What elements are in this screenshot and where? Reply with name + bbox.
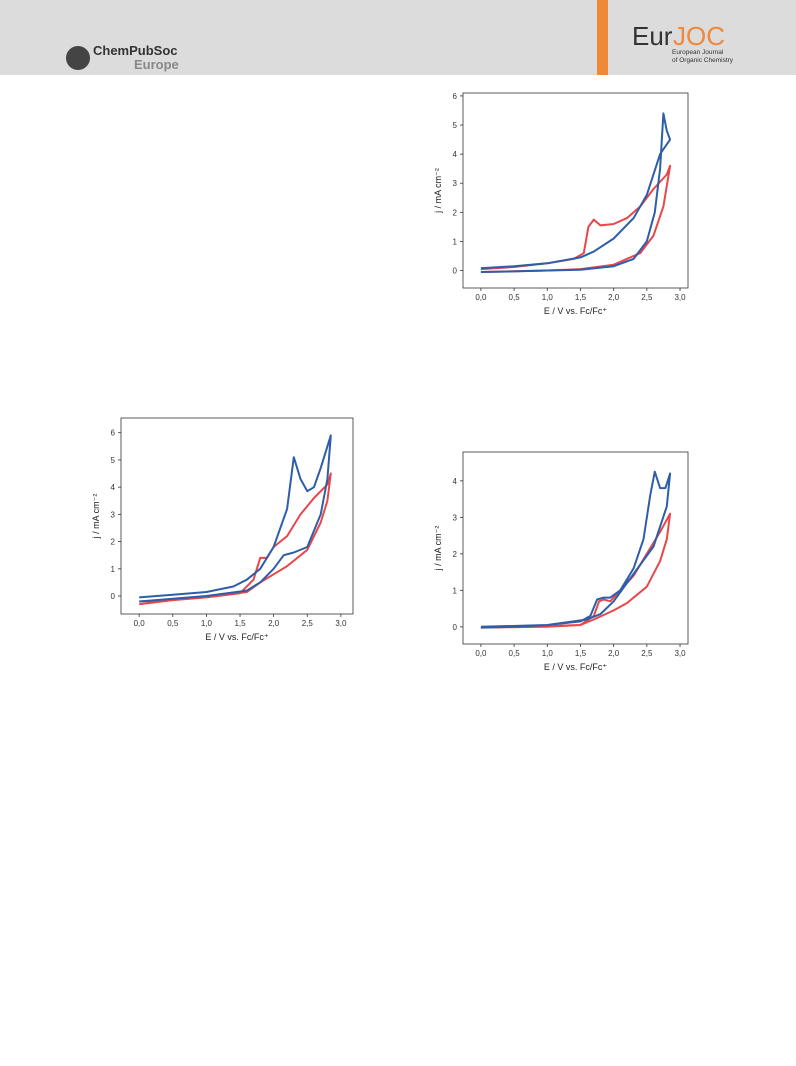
plot-frame	[120, 417, 354, 615]
y-tick-label: 3	[111, 510, 116, 519]
y-tick-label: 4	[453, 150, 458, 159]
header-band	[0, 0, 796, 75]
journal-line: European Journal	[672, 49, 724, 56]
plot-frame	[462, 451, 689, 645]
y-tick-label: 6	[453, 92, 458, 101]
y-tick-label: 5	[111, 456, 116, 465]
x-tick-label: 0,0	[134, 619, 146, 628]
y-tick-label: 6	[111, 429, 116, 438]
x-tick-label: 2,5	[641, 649, 653, 658]
y-tick-label: 0	[111, 592, 116, 601]
y-axis-label: j / mA cm⁻²	[91, 494, 101, 540]
x-tick-label: 1,0	[542, 293, 554, 302]
x-tick-label: 1,5	[575, 649, 587, 658]
journal-line: of Organic Chemistry	[672, 57, 734, 64]
y-tick-label: 4	[111, 483, 116, 492]
x-axis-label: E / V vs. Fc/Fc⁺	[544, 662, 608, 672]
x-tick-label: 1,0	[201, 619, 213, 628]
y-tick-label: 2	[453, 208, 458, 217]
y-tick-label: 4	[453, 477, 458, 486]
cv-curve	[480, 112, 672, 273]
y-tick-label: 3	[453, 513, 458, 522]
y-axis-label: j / mA cm⁻²	[433, 526, 443, 572]
x-tick-label: 2,5	[641, 293, 653, 302]
journal-eur: Eur	[632, 21, 673, 51]
x-axis-label: E / V vs. Fc/Fc⁺	[205, 632, 269, 642]
y-tick-label: 2	[111, 538, 116, 547]
cv-curve	[139, 434, 332, 603]
x-tick-label: 0,0	[475, 293, 487, 302]
publisher-region: Europe	[134, 57, 179, 72]
x-tick-label: 1,0	[542, 649, 554, 658]
x-tick-label: 0,5	[509, 649, 521, 658]
cv-curve	[480, 512, 672, 629]
y-tick-label: 1	[453, 237, 458, 246]
x-tick-label: 3,0	[674, 293, 686, 302]
x-axis-label: E / V vs. Fc/Fc⁺	[544, 306, 608, 316]
publisher-name: ChemPubSoc	[93, 43, 178, 58]
y-tick-label: 5	[453, 121, 458, 130]
x-tick-label: 2,0	[268, 619, 280, 628]
x-tick-label: 0,0	[475, 649, 487, 658]
plot-frame	[462, 92, 689, 289]
x-tick-label: 3,0	[674, 649, 686, 658]
y-tick-label: 0	[453, 267, 458, 276]
publisher-logo	[66, 46, 90, 70]
x-tick-label: 2,0	[608, 649, 620, 658]
x-tick-label: 1,5	[234, 619, 246, 628]
journal-joc: JOC	[673, 21, 725, 51]
y-tick-label: 0	[453, 623, 458, 632]
x-tick-label: 2,5	[302, 619, 314, 628]
x-tick-label: 0,5	[167, 619, 179, 628]
y-tick-label: 1	[453, 586, 458, 595]
cv-curve	[480, 470, 672, 629]
x-tick-label: 1,5	[575, 293, 587, 302]
x-tick-label: 0,5	[509, 293, 521, 302]
orange-bar	[597, 0, 608, 75]
y-tick-label: 1	[111, 565, 116, 574]
cv-curve	[480, 164, 672, 273]
y-tick-label: 2	[453, 550, 458, 559]
x-tick-label: 3,0	[335, 619, 347, 628]
y-axis-label: j / mA cm⁻²	[433, 168, 443, 214]
y-tick-label: 3	[453, 179, 458, 188]
x-tick-label: 2,0	[608, 293, 620, 302]
